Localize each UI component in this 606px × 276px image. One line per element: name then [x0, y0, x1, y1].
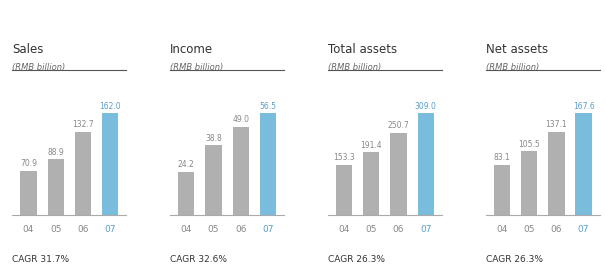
Bar	[548, 132, 565, 215]
Text: 162.0: 162.0	[99, 102, 121, 111]
Text: (RMB billion): (RMB billion)	[12, 63, 65, 72]
Bar	[102, 113, 118, 215]
Text: Net assets: Net assets	[485, 43, 548, 56]
Bar	[205, 145, 222, 215]
Bar	[20, 171, 36, 215]
Text: 56.5: 56.5	[259, 102, 276, 111]
Text: (RMB billion): (RMB billion)	[485, 63, 539, 72]
Text: Sales: Sales	[12, 43, 44, 56]
Text: 132.7: 132.7	[72, 120, 94, 129]
Text: CAGR 31.7%: CAGR 31.7%	[12, 255, 69, 264]
Bar	[233, 127, 249, 215]
Text: (RMB billion): (RMB billion)	[170, 63, 223, 72]
Text: (RMB billion): (RMB billion)	[328, 63, 381, 72]
Text: 191.4: 191.4	[361, 140, 382, 150]
Bar	[47, 159, 64, 215]
Text: 49.0: 49.0	[232, 115, 249, 124]
Text: 137.1: 137.1	[545, 120, 567, 129]
Text: CAGR 26.3%: CAGR 26.3%	[328, 255, 385, 264]
Text: 38.8: 38.8	[205, 134, 222, 143]
Text: 88.9: 88.9	[47, 148, 64, 157]
Text: 153.3: 153.3	[333, 153, 355, 162]
Bar	[390, 132, 407, 215]
Bar	[418, 113, 434, 215]
Text: 250.7: 250.7	[388, 121, 410, 130]
Bar	[521, 151, 538, 215]
Bar	[178, 172, 195, 215]
Bar	[260, 113, 276, 215]
Text: 83.1: 83.1	[493, 153, 510, 162]
Bar	[336, 165, 352, 215]
Text: CAGR 26.3%: CAGR 26.3%	[485, 255, 542, 264]
Bar	[363, 152, 379, 215]
Bar	[494, 165, 510, 215]
Text: CAGR 32.6%: CAGR 32.6%	[170, 255, 227, 264]
Bar	[75, 132, 91, 215]
Text: Income: Income	[170, 43, 213, 56]
Bar	[576, 113, 592, 215]
Text: Total assets: Total assets	[328, 43, 397, 56]
Text: 309.0: 309.0	[415, 102, 437, 111]
Text: 105.5: 105.5	[518, 140, 540, 148]
Text: 167.6: 167.6	[573, 102, 594, 111]
Text: 24.2: 24.2	[178, 160, 195, 169]
Text: 70.9: 70.9	[20, 159, 37, 168]
